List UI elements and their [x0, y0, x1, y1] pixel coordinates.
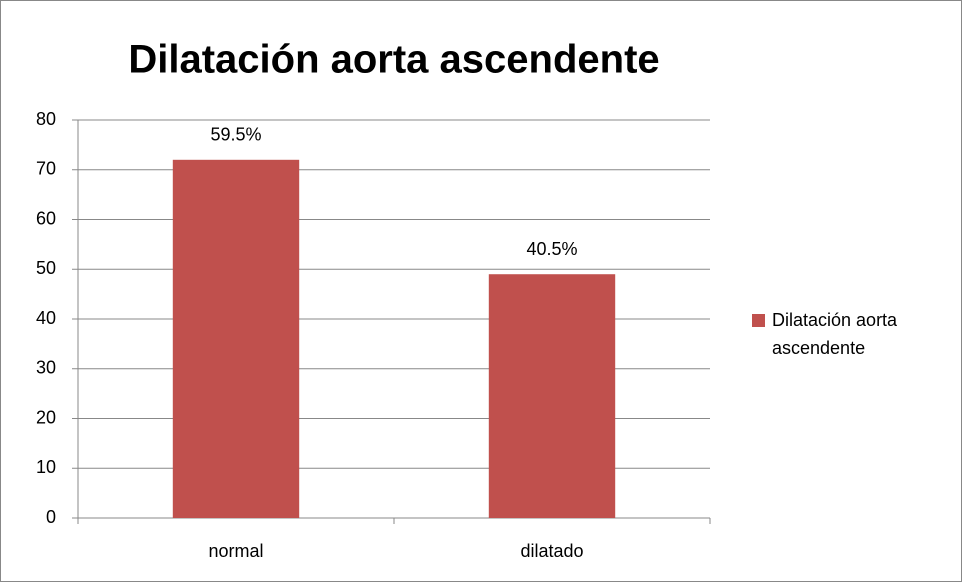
bar [488, 274, 616, 518]
chart-title: Dilatación aorta ascendente [128, 38, 659, 82]
y-tick-label: 70 [36, 159, 56, 179]
y-tick-label: 50 [36, 258, 56, 278]
y-tick-label: 60 [36, 208, 56, 228]
legend-label: Dilatación aorta ascendente [772, 310, 898, 358]
y-tick-label: 40 [36, 308, 56, 328]
y-tick-label: 80 [36, 109, 56, 129]
y-tick-label: 20 [36, 407, 56, 427]
y-tick-label: 30 [36, 358, 56, 378]
x-tick-label: dilatado [520, 541, 583, 561]
bar [172, 159, 300, 519]
y-tick-label: 10 [36, 457, 56, 477]
data-label: 40.5% [526, 239, 577, 259]
legend-swatch [752, 314, 765, 327]
y-tick-label: 0 [46, 507, 56, 527]
x-tick-label: normal [208, 541, 263, 561]
data-label: 59.5% [210, 125, 261, 145]
